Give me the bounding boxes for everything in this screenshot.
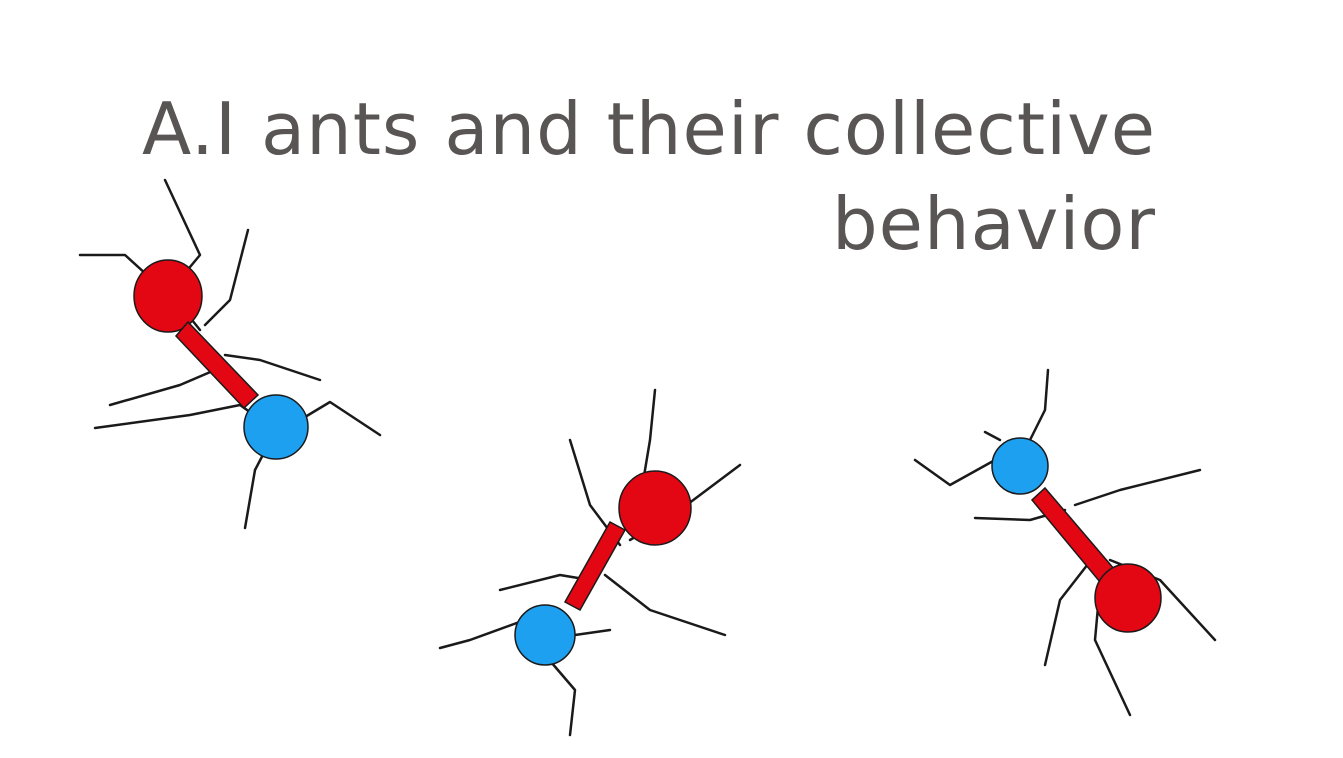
slide-title: A.I ants and their collective behavior (142, 82, 1156, 272)
title-line-2: behavior (831, 182, 1156, 266)
title-line-1: A.I ants and their collective (141, 87, 1156, 171)
